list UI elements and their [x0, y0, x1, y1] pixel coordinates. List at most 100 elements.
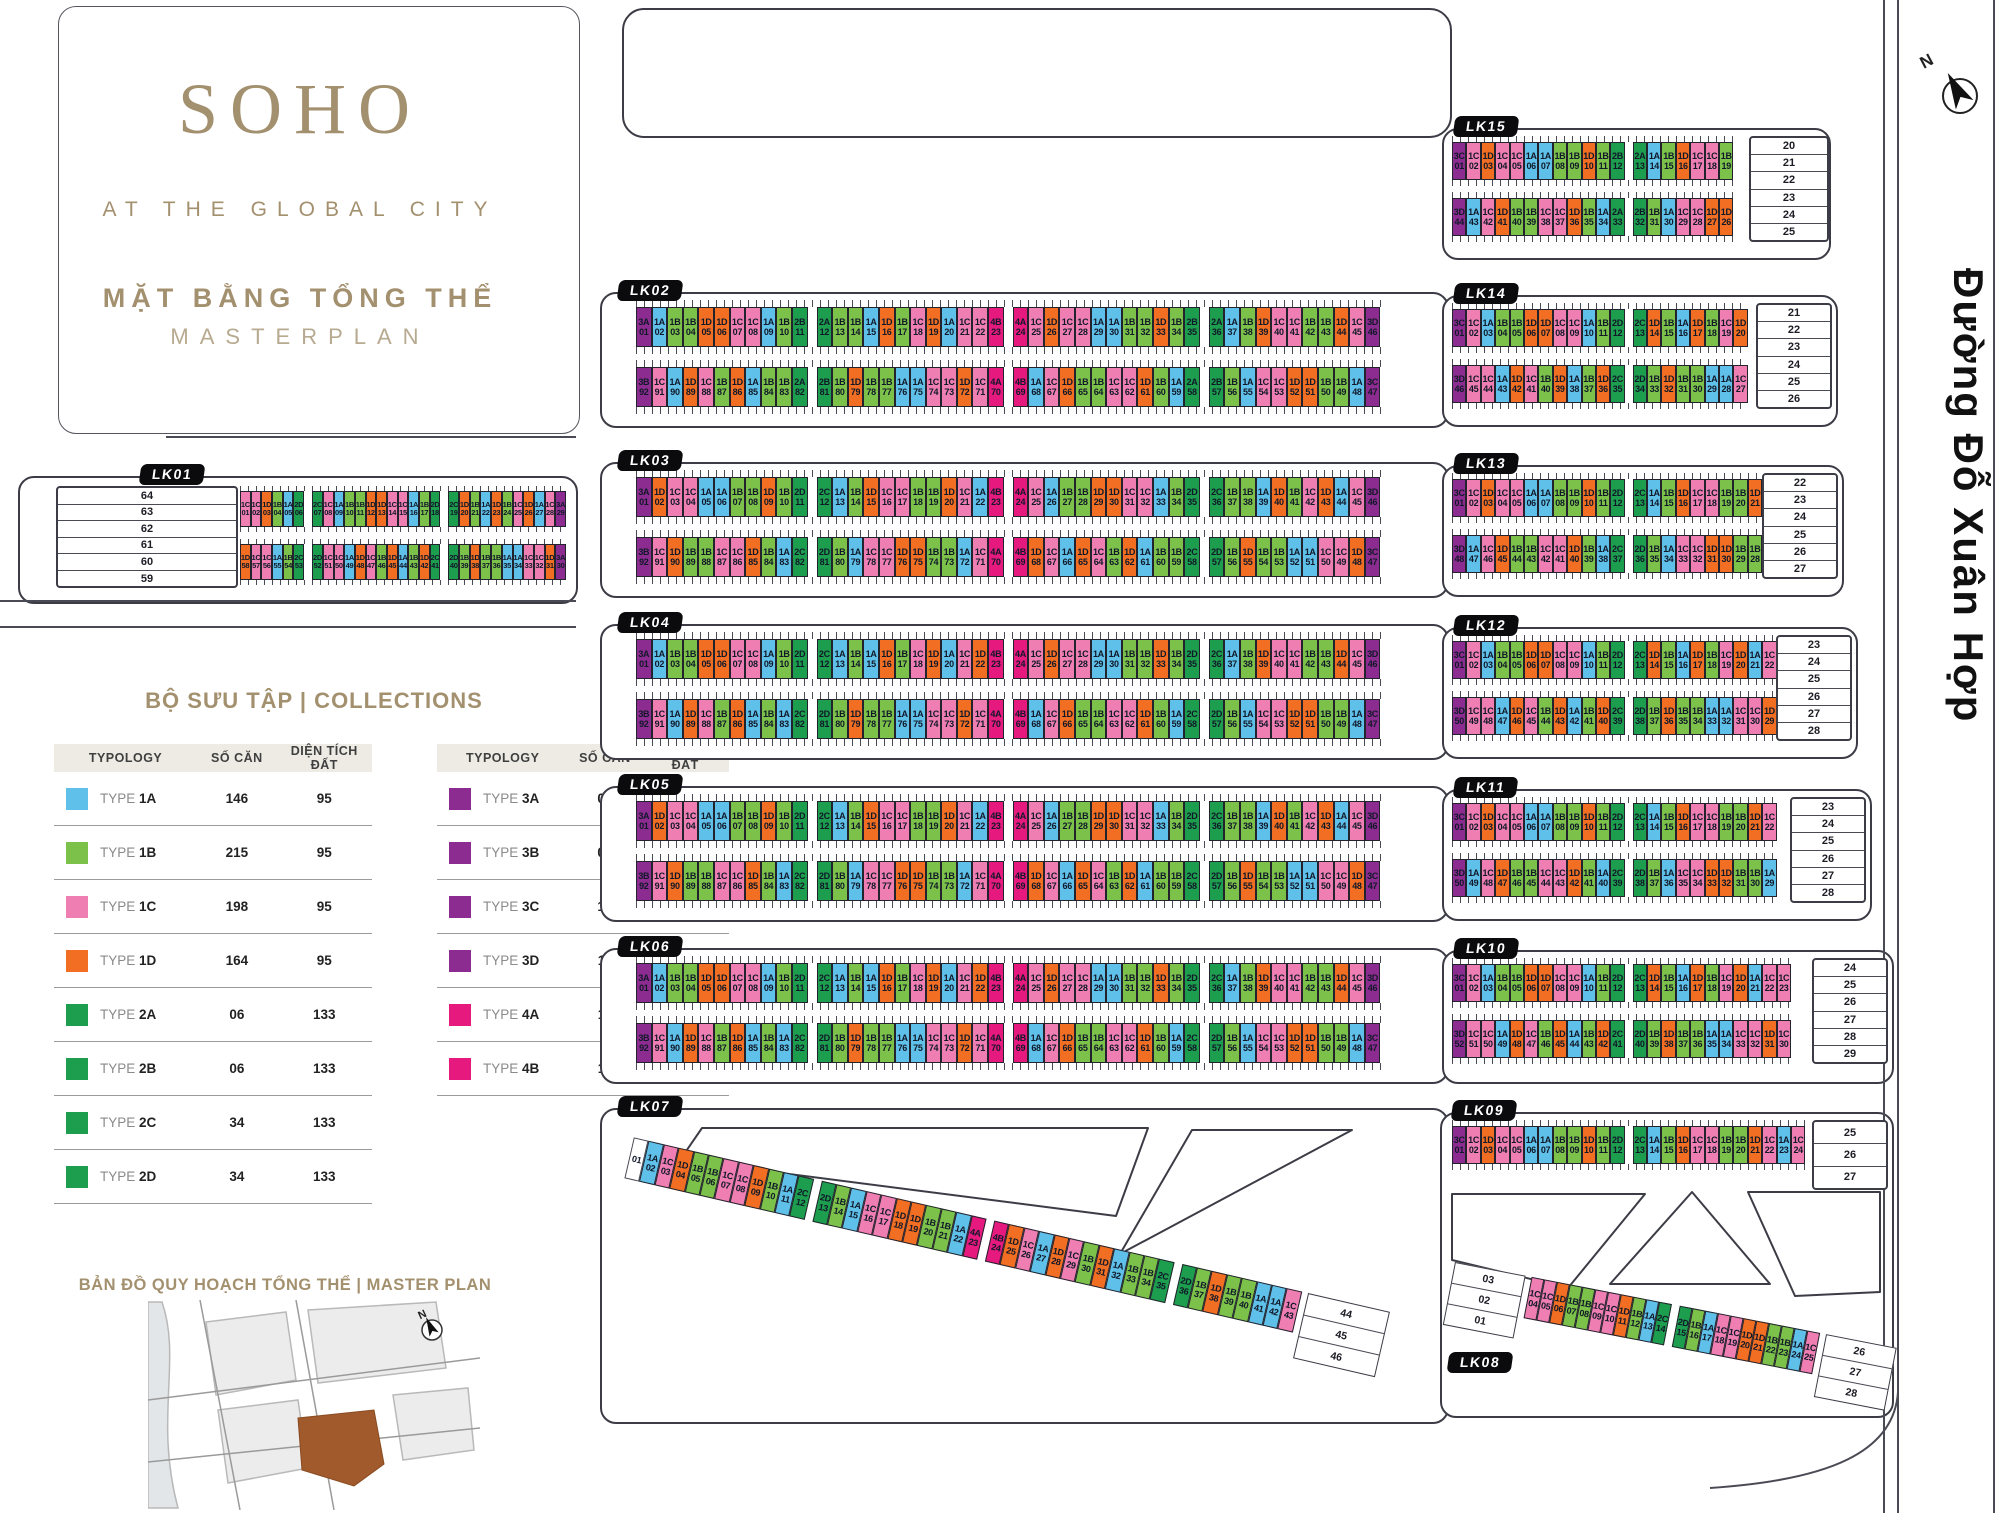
lot-cell: 1C 87 — [713, 537, 730, 577]
lot-cell: 1C 21 — [956, 639, 973, 679]
lot-cell: 1B 88 — [698, 861, 714, 901]
lot-cell: 1C 02 — [1466, 964, 1481, 1002]
lot-cell: 1A 16 — [1675, 309, 1691, 347]
lot-cell: 1C 91 — [651, 699, 668, 739]
lot-tick-strip — [1452, 192, 1734, 198]
lot-cell: 1B 31 — [1647, 198, 1662, 236]
lot-cell: 4B 69 — [1012, 1023, 1029, 1063]
lot-cell: 3A 01 — [636, 307, 652, 347]
lot-cell: 1A 30 — [1106, 639, 1122, 679]
lot-cell: 3A 01 — [636, 477, 652, 517]
lot-cell: 1D 41 — [1495, 198, 1510, 236]
lot-cell: 1C 02 — [1466, 142, 1481, 180]
lot-cell: 1C 28 — [544, 491, 556, 527]
lot-cell: 1C 18 — [1704, 142, 1720, 180]
lot-cell: 1D 42 — [1509, 365, 1524, 403]
lot-cell: 3B 92 — [636, 537, 652, 577]
lot-group: 2B 32 1B 31 1A 30 1C 29 1C 28 1D 27 1D 26 — [1632, 198, 1734, 236]
lot-cell: 1D 40 — [1271, 477, 1287, 517]
lot-tick-strip — [1452, 529, 1763, 535]
lot-cell: 1B 49 — [1333, 699, 1350, 739]
lot-cell: 1C 02 — [1466, 803, 1481, 841]
type-label: TYPE 4B — [483, 1061, 540, 1076]
lot-tick-strip — [1452, 473, 1763, 479]
lot-cell: 1C 16 — [878, 477, 895, 517]
lot-cell: 1C 25 — [1028, 639, 1044, 679]
lot-cell: 1D 14 — [1647, 964, 1662, 1002]
lot-cell: 2D 81 — [816, 699, 833, 739]
lot-cell: 1D 06 — [713, 307, 730, 347]
lot-cell: 1B 08 — [1552, 803, 1568, 841]
lot-cell: 1B 11 — [1595, 309, 1611, 347]
lot-cell: 1B 77 — [878, 699, 895, 739]
lot-cell: 1D 09 — [760, 477, 777, 517]
lot-cell: 3C 01 — [1452, 964, 1467, 1002]
type-count: 146 — [225, 791, 249, 806]
lot-cell: 1C 22 — [1762, 964, 1777, 1002]
lot-cell: 1C 42 — [1538, 535, 1553, 573]
block-label-LK07: LK07 — [616, 1096, 684, 1117]
lot-cell: 2C 53 — [293, 544, 305, 580]
lot-tick-strip — [1452, 691, 1777, 697]
lot-cell: 1B 32 — [1137, 639, 1153, 679]
lot-cell: 1B 10 — [344, 491, 355, 527]
lot-cell: 1C 08 — [745, 639, 761, 679]
legend-row-type-2C: TYPE 2C 34 133 — [54, 1096, 372, 1150]
lot-cell: 1C 04 — [1495, 142, 1510, 180]
lot-cell: 1D 72 — [956, 1023, 973, 1063]
lot-cell: 1B 10 — [776, 477, 792, 517]
lot-group: 1D 58 1C 57 1C 56 1A 55 1B 54 2C 53 — [240, 544, 305, 580]
lot-cell: 1A 22 — [972, 477, 989, 517]
lot-cell: 2D 52 — [312, 544, 323, 580]
lot-cell: 1B 31 — [1675, 365, 1691, 403]
lot-cell: 2D 35 — [1184, 801, 1200, 841]
lot-cell: 1D 52 — [1286, 1023, 1303, 1063]
type-color-swatch — [66, 841, 88, 864]
lot-cell: 1A 76 — [894, 1023, 911, 1063]
lot-cell: 1B 10 — [776, 963, 792, 1003]
lot-cell: 1B 34 — [1168, 477, 1185, 517]
lot-cell: 1A 10 — [1581, 641, 1596, 679]
lot-cell: 1C 28 — [1075, 639, 1091, 679]
lot-tick-strip — [636, 794, 1381, 801]
lot-cell: 1A 90 — [667, 1023, 683, 1063]
lot-cell: 1C 22 — [1762, 641, 1777, 679]
lot-cell: 1C 08 — [1552, 641, 1568, 679]
lot-cell: 1C 57 — [250, 544, 262, 580]
lot-cell: 1C 41 — [1552, 535, 1568, 573]
lot-cell: 1C 03 — [667, 477, 683, 517]
lot-cell: 1B 78 — [863, 1023, 879, 1063]
lot-cell: 1A 06 — [713, 477, 730, 517]
lot-number-cell: 28 — [1814, 1029, 1886, 1046]
lot-cell: 1D 45 — [386, 544, 398, 580]
lot-cell: 1B 41 — [1286, 477, 1303, 517]
legend-column-header: TYPOLOGY — [465, 751, 540, 765]
lot-cell: 1C 42 — [1302, 801, 1318, 841]
lot-cell: 1B 09 — [1567, 479, 1582, 517]
lot-cell: 1B 46 — [1509, 859, 1524, 897]
lot-cell: 1C 51 — [322, 544, 334, 580]
lot-cell: 3A 01 — [636, 801, 652, 841]
lot-cell: 1D 62 — [1121, 861, 1138, 901]
type-count: 198 — [225, 899, 249, 914]
lot-cell: 1B 17 — [419, 491, 430, 527]
lot-cell: 1B 59 — [1168, 861, 1185, 901]
lot-cell: 1D 68 — [1028, 861, 1044, 901]
lot-cell: 1D 29 — [1090, 477, 1107, 517]
lot-cell: 1B 43 — [1317, 639, 1334, 679]
lot-cell: 1B 08 — [745, 477, 761, 517]
legend-row-type-1C: TYPE 1C 198 95 — [54, 880, 372, 934]
block-label-LK10: LK10 — [1452, 938, 1520, 959]
lot-cell: 1D 17 — [1690, 309, 1705, 347]
lot-cell: 1C 40 — [1271, 307, 1287, 347]
lot-cell: 1C 08 — [322, 491, 334, 527]
lot-cell: 1B 28 — [1747, 535, 1763, 573]
lot-cell: 1C 17 — [1690, 803, 1705, 841]
lot-row-LK09-0: 3C 01 1C 02 1D 03 1C 04 1C 05 1A 06 1A 07 1B 08 1B 09 1D 10… — [1452, 1126, 1806, 1164]
lot-cell: 1A 06 — [1523, 803, 1539, 841]
lot-cell: 1C 48 — [1480, 697, 1496, 735]
lot-number-cell: 29 — [1843, 1047, 1857, 1060]
lot-cell: 1B 37 — [1647, 697, 1662, 735]
lot-number-cell: 63 — [58, 505, 236, 522]
lot-cell: 1C 32 — [1747, 1020, 1763, 1058]
